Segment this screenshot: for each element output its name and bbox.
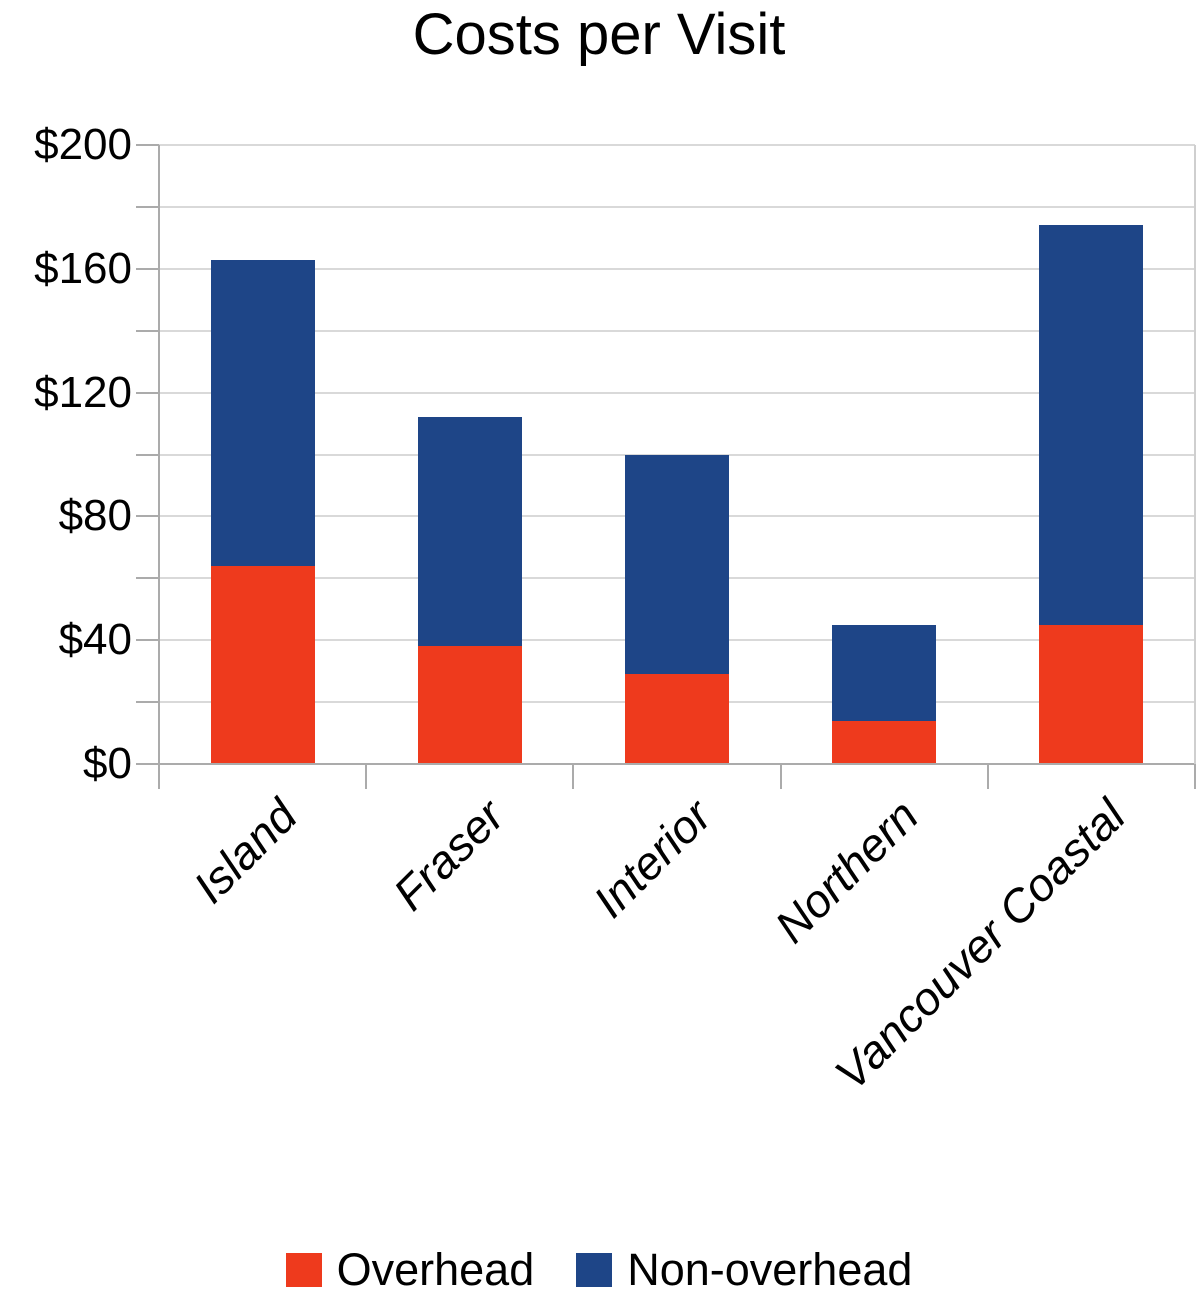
chart-title: Costs per Visit bbox=[412, 2, 786, 67]
y-tick-80 bbox=[136, 515, 159, 518]
bar-segment-overhead-interior bbox=[625, 674, 729, 764]
y-axis-line bbox=[158, 145, 160, 789]
legend-swatch-non-overhead-icon bbox=[576, 1253, 613, 1287]
plot-right-border bbox=[1194, 145, 1196, 764]
category-boundary-tick-5 bbox=[1194, 764, 1196, 789]
x-axis-label-island: Island bbox=[183, 789, 307, 913]
y-axis-label-40: $40 bbox=[58, 615, 132, 665]
bar-segment-overhead-island bbox=[210, 565, 315, 764]
y-tick-20 bbox=[136, 701, 159, 704]
y-axis-label-160: $160 bbox=[34, 243, 132, 293]
plot-area bbox=[159, 144, 1195, 764]
y-gridline-120 bbox=[159, 391, 1195, 394]
category-boundary-tick-1 bbox=[365, 764, 368, 789]
legend-label-non-overhead: Non-overhead bbox=[627, 1244, 913, 1296]
x-axis-line bbox=[159, 763, 1195, 765]
x-axis-label-interior: Interior bbox=[583, 789, 722, 928]
y-gridline-160 bbox=[159, 267, 1195, 270]
y-axis-label-120: $120 bbox=[34, 367, 132, 417]
y-gridline-140 bbox=[159, 329, 1195, 332]
y-tick-60 bbox=[136, 577, 159, 580]
legend-item-non-overhead: Non-overhead bbox=[576, 1245, 912, 1295]
legend-swatch-overhead-icon bbox=[285, 1253, 322, 1287]
y-tick-140 bbox=[136, 329, 159, 332]
category-boundary-tick-3 bbox=[779, 764, 782, 789]
bar-segment-overhead-fraser bbox=[417, 646, 522, 764]
legend-label-overhead: Overhead bbox=[336, 1244, 535, 1296]
bar-segment-overhead-vancouver-coastal bbox=[1039, 624, 1144, 764]
y-tick-160 bbox=[136, 267, 159, 270]
y-gridline-180 bbox=[159, 205, 1195, 208]
category-boundary-tick-4 bbox=[986, 764, 989, 789]
legend-item-overhead: Overhead bbox=[285, 1244, 535, 1296]
bar-segment-non-overhead-interior bbox=[625, 454, 729, 675]
y-gridline-200 bbox=[159, 144, 1195, 146]
y-tick-40 bbox=[136, 639, 159, 642]
y-axis-label-0: $0 bbox=[83, 739, 132, 788]
x-axis-label-fraser: Fraser bbox=[383, 789, 514, 921]
y-tick-120 bbox=[136, 391, 159, 394]
bar-segment-non-overhead-northern bbox=[832, 624, 937, 721]
bar-segment-non-overhead-island bbox=[210, 259, 315, 566]
y-tick-100 bbox=[136, 453, 159, 456]
category-boundary-tick-2 bbox=[572, 764, 575, 789]
legend: Overhead Non-overhead bbox=[0, 1240, 1198, 1300]
bar-segment-non-overhead-vancouver-coastal bbox=[1039, 225, 1144, 625]
y-tick-0 bbox=[136, 763, 159, 765]
y-axis-label-80: $80 bbox=[58, 491, 132, 541]
y-tick-180 bbox=[136, 205, 159, 208]
y-tick-200 bbox=[136, 144, 159, 146]
bar-segment-overhead-northern bbox=[832, 720, 937, 764]
bar-segment-non-overhead-fraser bbox=[417, 417, 522, 647]
y-axis-label-200: $200 bbox=[34, 120, 132, 169]
x-axis-label-northern: Northern bbox=[764, 789, 929, 953]
